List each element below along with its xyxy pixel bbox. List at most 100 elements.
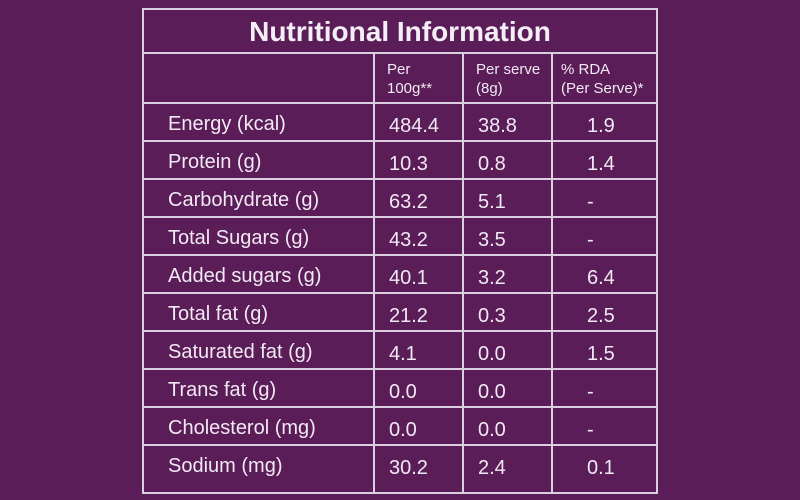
rda-value: 2.5 <box>587 305 615 327</box>
nutrient-label: Saturated fat (g) <box>168 341 313 363</box>
per-serve-value: 0.8 <box>478 153 506 175</box>
rda-cell: 1.5 <box>553 332 656 370</box>
nutrition-table: Nutritional Information Per 100g** Per s… <box>142 8 658 494</box>
per-100g-value: 4.1 <box>389 343 417 365</box>
nutrient-label: Added sugars (g) <box>168 265 322 287</box>
nutrient-label: Trans fat (g) <box>168 379 277 401</box>
rda-value: 0.1 <box>587 457 615 479</box>
per-100g-cell: 63.2 <box>375 180 464 218</box>
per-100g-cell: 21.2 <box>375 294 464 332</box>
rda-cell: 6.4 <box>553 256 656 294</box>
per-serve-cell: 5.1 <box>464 180 553 218</box>
nutrient-cell: Total fat (g) <box>144 294 375 332</box>
table-row: Energy (kcal) 484.4 38.8 1.9 <box>144 104 656 142</box>
table-row: Added sugars (g) 40.1 3.2 6.4 <box>144 256 656 294</box>
per-100g-cell: 4.1 <box>375 332 464 370</box>
nutrient-cell: Saturated fat (g) <box>144 332 375 370</box>
per-serve-cell: 0.0 <box>464 370 553 408</box>
rda-value: 6.4 <box>587 267 615 289</box>
per-serve-cell: 0.3 <box>464 294 553 332</box>
per-100g-cell: 484.4 <box>375 104 464 142</box>
nutrient-label: Cholesterol (mg) <box>168 417 316 439</box>
header-cell-per-serve: Per serve (8g) <box>464 54 553 104</box>
header-label-rda: % RDA (Per Serve)* <box>561 61 644 97</box>
rda-cell: 0.1 <box>553 446 656 492</box>
rda-value: - <box>587 191 594 213</box>
per-100g-value: 0.0 <box>389 419 417 441</box>
per-serve-value: 3.2 <box>478 267 506 289</box>
table-row: Trans fat (g) 0.0 0.0 - <box>144 370 656 408</box>
per-100g-cell: 0.0 <box>375 370 464 408</box>
per-serve-value: 0.0 <box>478 343 506 365</box>
per-100g-value: 30.2 <box>389 457 428 479</box>
table-row: Total fat (g) 21.2 0.3 2.5 <box>144 294 656 332</box>
header-cell-rda: % RDA (Per Serve)* <box>553 54 656 104</box>
nutrient-cell: Total Sugars (g) <box>144 218 375 256</box>
per-100g-value: 63.2 <box>389 191 428 213</box>
per-serve-cell: 38.8 <box>464 104 553 142</box>
rda-value: - <box>587 229 594 251</box>
per-serve-cell: 2.4 <box>464 446 553 492</box>
rda-cell: - <box>553 370 656 408</box>
table-row: Sodium (mg) 30.2 2.4 0.1 <box>144 446 656 492</box>
per-serve-cell: 0.0 <box>464 408 553 446</box>
nutrient-label: Total Sugars (g) <box>168 227 310 249</box>
rda-cell: 1.4 <box>553 142 656 180</box>
per-100g-value: 484.4 <box>389 115 440 137</box>
per-serve-value: 5.1 <box>478 191 506 213</box>
per-100g-value: 10.3 <box>389 153 428 175</box>
per-serve-cell: 0.8 <box>464 142 553 180</box>
per-serve-cell: 3.5 <box>464 218 553 256</box>
rda-cell: 1.9 <box>553 104 656 142</box>
nutrient-label: Carbohydrate (g) <box>168 189 320 211</box>
nutrient-label: Sodium (mg) <box>168 455 283 477</box>
table-row: Carbohydrate (g) 63.2 5.1 - <box>144 180 656 218</box>
table-row: Total Sugars (g) 43.2 3.5 - <box>144 218 656 256</box>
nutrient-cell: Added sugars (g) <box>144 256 375 294</box>
rda-value: 1.9 <box>587 115 615 137</box>
nutrient-label: Protein (g) <box>168 151 262 173</box>
table-row: Cholesterol (mg) 0.0 0.0 - <box>144 408 656 446</box>
nutrient-cell: Protein (g) <box>144 142 375 180</box>
per-100g-value: 40.1 <box>389 267 428 289</box>
nutrient-label: Total fat (g) <box>168 303 269 325</box>
per-100g-cell: 0.0 <box>375 408 464 446</box>
per-100g-cell: 43.2 <box>375 218 464 256</box>
header-row: Per 100g** Per serve (8g) % RDA (Per Ser… <box>144 54 656 104</box>
header-cell-nutrient <box>144 54 375 104</box>
rda-cell: - <box>553 408 656 446</box>
per-100g-cell: 40.1 <box>375 256 464 294</box>
header-label-per-serve: Per serve (8g) <box>476 61 541 97</box>
rda-value: - <box>587 381 594 403</box>
per-serve-value: 3.5 <box>478 229 506 251</box>
per-serve-value: 0.0 <box>478 381 506 403</box>
nutrient-label: Energy (kcal) <box>168 113 286 135</box>
nutrient-cell: Energy (kcal) <box>144 104 375 142</box>
table-title: Nutritional Information <box>144 10 656 54</box>
per-serve-value: 0.0 <box>478 419 506 441</box>
per-serve-cell: 0.0 <box>464 332 553 370</box>
rda-value: - <box>587 419 594 441</box>
nutrient-cell: Sodium (mg) <box>144 446 375 492</box>
per-serve-value: 38.8 <box>478 115 517 137</box>
table-row: Protein (g) 10.3 0.8 1.4 <box>144 142 656 180</box>
rda-cell: 2.5 <box>553 294 656 332</box>
nutrient-cell: Cholesterol (mg) <box>144 408 375 446</box>
per-serve-value: 0.3 <box>478 305 506 327</box>
per-100g-cell: 10.3 <box>375 142 464 180</box>
table-row: Saturated fat (g) 4.1 0.0 1.5 <box>144 332 656 370</box>
per-100g-value: 21.2 <box>389 305 428 327</box>
rda-cell: - <box>553 180 656 218</box>
rda-value: 1.5 <box>587 343 615 365</box>
rda-cell: - <box>553 218 656 256</box>
per-100g-cell: 30.2 <box>375 446 464 492</box>
per-serve-cell: 3.2 <box>464 256 553 294</box>
nutrient-cell: Trans fat (g) <box>144 370 375 408</box>
rda-value: 1.4 <box>587 153 615 175</box>
per-serve-value: 2.4 <box>478 457 506 479</box>
nutrient-cell: Carbohydrate (g) <box>144 180 375 218</box>
per-100g-value: 0.0 <box>389 381 417 403</box>
per-100g-value: 43.2 <box>389 229 428 251</box>
header-label-per-100g: Per 100g** <box>387 61 433 97</box>
header-cell-per-100g: Per 100g** <box>375 54 464 104</box>
